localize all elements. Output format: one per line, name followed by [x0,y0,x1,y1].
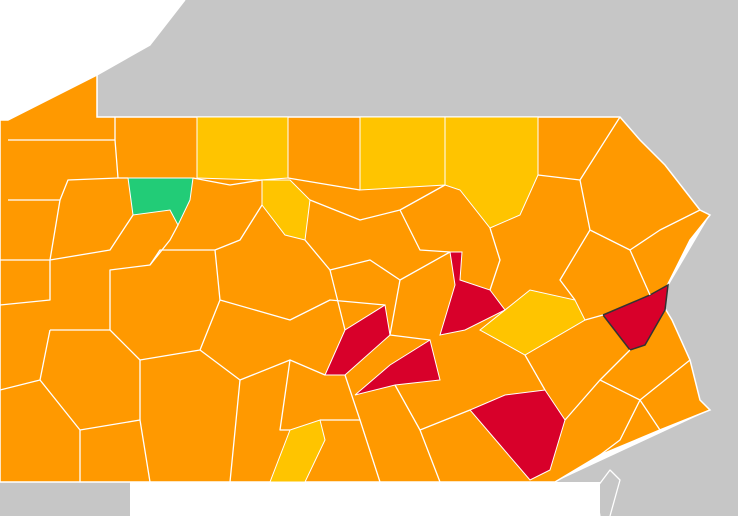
state-border [199,487,371,516]
county-borders [0,116,701,483]
county [469,389,566,481]
state-border [594,469,621,516]
county [269,419,326,483]
county [479,289,586,356]
county [196,116,289,181]
county [444,116,539,229]
state-area [0,73,712,483]
county [354,339,441,396]
county [324,304,391,376]
county [359,116,446,191]
county [439,251,506,336]
